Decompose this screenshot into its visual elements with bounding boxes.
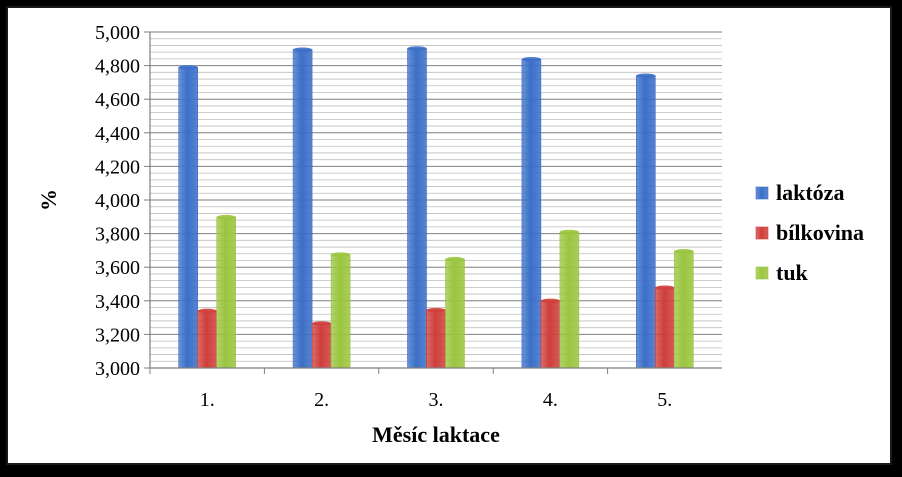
bar-cap xyxy=(197,308,217,314)
y-tick-label: 4,600 xyxy=(95,89,140,111)
bar-cap xyxy=(331,252,351,257)
legend-swatch xyxy=(755,226,769,240)
y-tick-label: 3,600 xyxy=(95,257,140,279)
x-tick-label: 2. xyxy=(314,389,329,411)
bar-cap xyxy=(636,73,656,78)
x-tick-label: 4. xyxy=(543,389,558,411)
y-tick-label: 5,000 xyxy=(95,22,140,44)
y-tick-label: 4,800 xyxy=(95,56,140,78)
bar-cap xyxy=(540,298,560,303)
y-tick-label: 3,400 xyxy=(95,291,140,313)
axes: 3,000 3,200 3,400 3,600 3,800 4,000 4,200 4,400… xyxy=(95,22,722,411)
bar-cap xyxy=(407,46,427,51)
x-tick-label: 5. xyxy=(657,389,672,411)
bar-laktoza-1 xyxy=(178,66,198,369)
bar-tuk-3 xyxy=(445,258,465,369)
bar-cap xyxy=(178,65,198,70)
bar-cap xyxy=(521,57,541,62)
bar-tuk-1 xyxy=(216,216,236,369)
y-tick-label: 3,800 xyxy=(95,224,140,246)
bar-bilkovina-1 xyxy=(197,310,217,369)
bar-cap xyxy=(445,256,465,262)
bar-cap xyxy=(426,307,446,313)
chart-svg: 3,000 3,200 3,400 3,600 3,800 4,000 4,200 4,400… xyxy=(36,22,864,447)
y-tick-label: 3,200 xyxy=(95,324,140,346)
y-tick-label: 4,000 xyxy=(95,190,140,212)
legend-label: tuk xyxy=(776,260,809,285)
legend-label: laktóza xyxy=(776,180,844,205)
bar-laktoza-5 xyxy=(635,75,656,369)
bar-laktoza-2 xyxy=(292,49,313,369)
bar-laktoza-4 xyxy=(521,58,542,369)
chart-frame: 3,000 3,200 3,400 3,600 3,800 4,000 4,200 4,400… xyxy=(6,6,892,465)
x-tick-label: 1. xyxy=(200,389,215,411)
bar-bilkovina-2 xyxy=(311,323,332,369)
bar-tuk-4 xyxy=(559,231,580,369)
x-axis-title: Měsíc laktace xyxy=(372,422,500,447)
bar-cap xyxy=(559,229,579,235)
legend-swatch xyxy=(755,186,769,200)
y-tick-label: 4,200 xyxy=(95,156,140,178)
bar-cap xyxy=(312,321,332,326)
bars xyxy=(178,46,694,369)
grid-lines xyxy=(150,31,722,369)
bar-tuk-2 xyxy=(330,254,351,369)
y-axis-title: % xyxy=(36,189,61,211)
bar-tuk-5 xyxy=(673,250,694,369)
legend-label: bílkovina xyxy=(776,220,864,245)
bar-cap xyxy=(655,285,675,290)
x-tick-label: 3. xyxy=(429,389,444,411)
bar-bilkovina-4 xyxy=(540,300,561,369)
bar-cap xyxy=(293,47,313,52)
bar-bilkovina-5 xyxy=(654,287,675,369)
legend-swatch xyxy=(755,266,769,280)
bar-cap xyxy=(674,249,694,254)
y-tick-label: 4,400 xyxy=(95,123,140,145)
legend: laktóza bílkovina tuk xyxy=(755,180,864,285)
bar-laktoza-3 xyxy=(407,48,427,369)
bar-cap xyxy=(216,214,236,220)
y-tick-label: 3,000 xyxy=(95,358,140,380)
bar-bilkovina-3 xyxy=(426,309,446,369)
